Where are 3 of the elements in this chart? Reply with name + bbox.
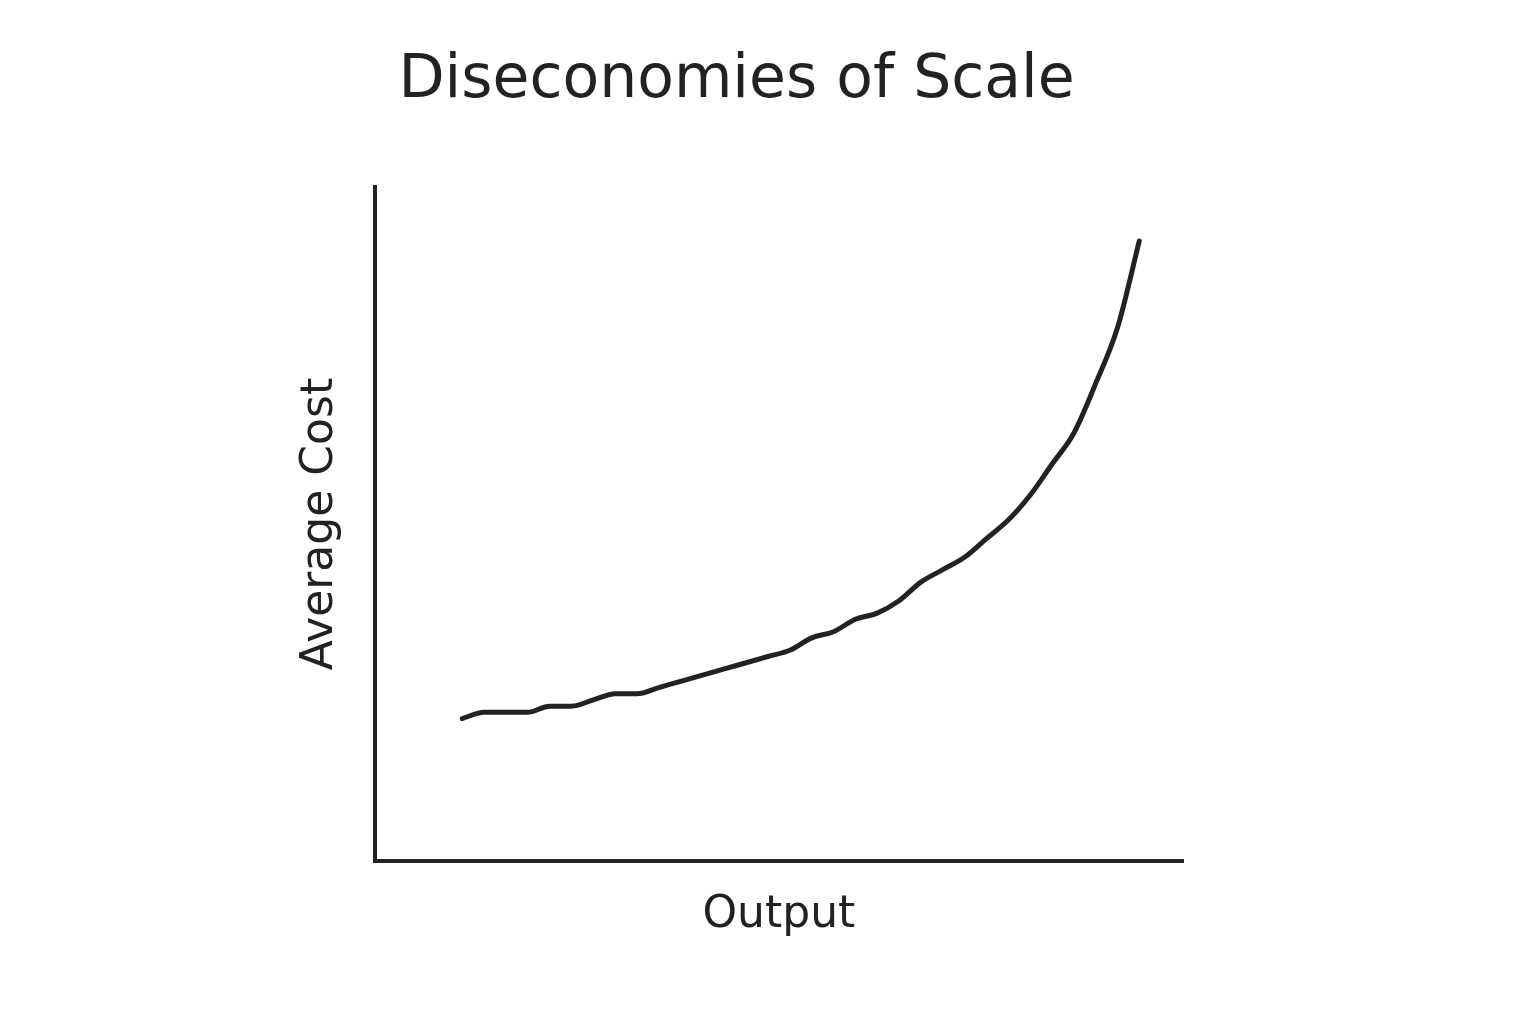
chart-title: Diseconomies of Scale [398,40,1075,111]
x-axis-title: Output [702,886,856,938]
y-axis-title: Average Cost [290,377,342,671]
